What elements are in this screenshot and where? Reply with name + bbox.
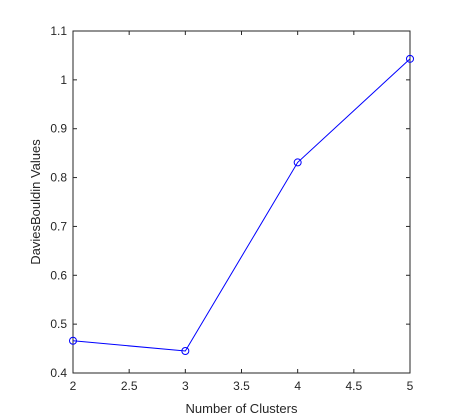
x-axis-ticks: 2 2.5 3 3.5 4 4.5 5 [70,31,414,393]
x-tick-label: 5 [407,379,414,393]
data-point-marker [406,54,414,63]
y-tick-label: 0.4 [50,366,67,380]
x-tick-label: 2 [70,379,77,393]
axes-box [72,30,411,374]
x-tick-label: 2.5 [121,379,138,393]
y-tick-label: 0.7 [50,219,67,233]
y-tick-label: 1.1 [50,24,67,38]
x-tick-label: 4 [294,379,301,393]
y-tick-label: 0.9 [50,122,67,136]
x-tick-label: 3.5 [233,379,250,393]
y-tick-label: 0.8 [50,171,67,185]
y-tick-label: 1 [60,73,67,87]
series-line [72,58,411,352]
plot-area [73,31,410,373]
data-markers [69,54,414,356]
data-point-marker [181,347,190,356]
data-point-marker [293,158,302,167]
data-point-marker [69,336,77,345]
y-axis-label: DaviesBouldin Values [28,139,43,265]
x-axis-label: Number of Clusters [186,401,298,416]
y-tick-label: 0.6 [50,268,67,282]
x-tick-label: 3 [182,379,189,393]
x-tick-label: 4.5 [345,379,362,393]
y-axis-ticks: 0.4 0.5 0.6 0.7 0.8 0.9 1 1.1 [50,24,410,380]
y-tick-label: 0.5 [50,317,67,331]
